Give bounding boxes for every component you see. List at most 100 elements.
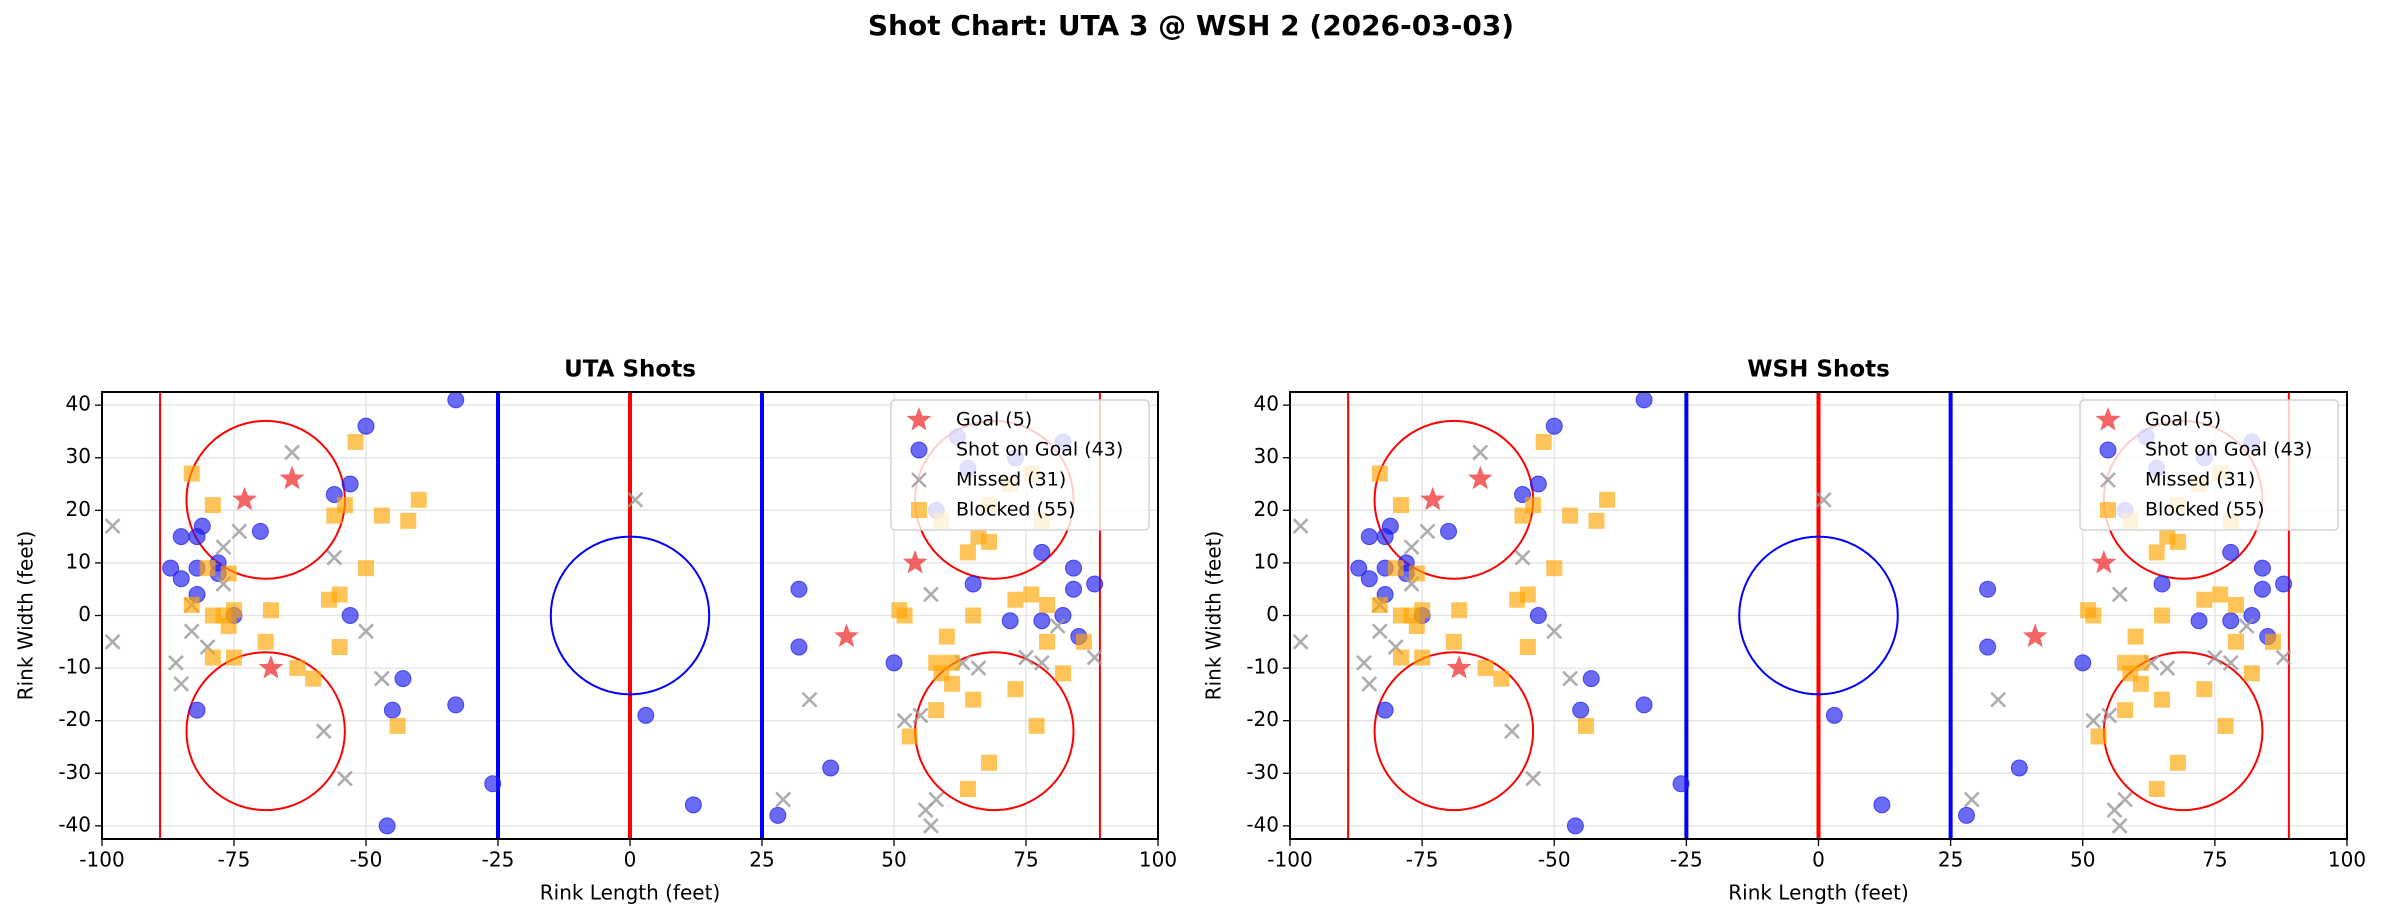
goal-marker xyxy=(1420,486,1446,511)
missed-marker xyxy=(2206,649,2223,666)
missed-marker xyxy=(627,491,644,508)
blocked-marker xyxy=(901,728,918,745)
shot-marker xyxy=(2010,759,2028,777)
legend-label: Goal (5) xyxy=(2145,409,2221,431)
blocked-marker xyxy=(1414,602,1431,619)
shot-marker xyxy=(2222,612,2240,630)
blocked-marker xyxy=(226,649,242,666)
axes-frame xyxy=(1289,391,2348,840)
y-tick-label: 10 xyxy=(66,549,91,573)
y-tick-label: -20 xyxy=(1246,707,1279,731)
missed-marker xyxy=(1963,791,1980,808)
missed-marker xyxy=(1371,623,1388,640)
legend: Goal (5) Shot on Goal (43) Missed (31) Bloc… xyxy=(890,399,1150,531)
missed-marker xyxy=(284,444,300,461)
subplot: UTA Shots-100 -75 -50 -25 0 25 50 75 100-40-30-2… xyxy=(14,357,1178,905)
shot-marker xyxy=(1033,543,1051,561)
y-tick-label: 30 xyxy=(66,444,91,468)
missed-marker xyxy=(2101,707,2118,724)
blocked-marker xyxy=(400,512,417,529)
figure-title: Shot Chart: UTA 3 @ WSH 2 (2026-03-03) xyxy=(868,9,1514,42)
x-tick-label: 50 xyxy=(2070,848,2095,872)
blocked-marker xyxy=(2196,681,2213,698)
blocked-marker xyxy=(2169,754,2186,771)
x-tick-label: -75 xyxy=(1406,848,1439,872)
blocked-marker xyxy=(1007,681,1024,698)
blocked-marker xyxy=(2154,607,2171,624)
blocked-marker xyxy=(981,533,998,550)
blocked-marker xyxy=(226,602,242,619)
missed-marker xyxy=(2222,654,2239,671)
missed-marker xyxy=(336,770,353,787)
goal-marker xyxy=(834,623,859,648)
goal-marker xyxy=(902,549,928,574)
shot-marker xyxy=(1054,607,1072,624)
shot-marker xyxy=(1529,475,1547,493)
shot-marker xyxy=(1672,775,1690,793)
missed-marker xyxy=(173,675,190,692)
shot-marker xyxy=(1350,559,1368,577)
missed-marker xyxy=(1361,675,1378,692)
shot-marker xyxy=(251,522,269,540)
missed-marker xyxy=(1086,649,1103,666)
shot-marker xyxy=(1529,607,1547,624)
x-tick-label: 0 xyxy=(624,848,637,872)
missed-marker xyxy=(896,712,913,729)
shot-marker xyxy=(447,391,465,409)
missed-marker xyxy=(104,518,121,535)
shot-marker xyxy=(1545,417,1563,435)
goal-marker xyxy=(279,465,305,490)
blocked-marker xyxy=(1371,596,1388,613)
x-tick-label: -25 xyxy=(1670,848,1703,872)
x-tick-label: -75 xyxy=(218,848,251,872)
legend-label: Missed (31) xyxy=(2145,469,2255,491)
missed-marker xyxy=(775,791,792,808)
legend-box xyxy=(2079,399,2339,531)
blocked-marker xyxy=(2154,691,2171,708)
missed-marker xyxy=(104,633,121,650)
shot-marker xyxy=(1957,806,1975,824)
blocked-marker xyxy=(1408,565,1425,582)
missed-marker xyxy=(923,817,939,834)
blocked-marker xyxy=(1408,618,1425,635)
goal-marker xyxy=(2095,407,2121,431)
shot-marker xyxy=(1873,796,1891,814)
blocked-marker xyxy=(2148,544,2165,561)
shot-marker xyxy=(394,670,412,688)
x-tick-label: 100 xyxy=(1139,848,1177,872)
legend-box xyxy=(890,399,1150,531)
blocked-marker xyxy=(1519,639,1536,656)
missed-marker xyxy=(911,472,927,488)
blocked-marker xyxy=(410,491,427,508)
shot-marker xyxy=(1979,638,1997,656)
shot-marker xyxy=(1635,391,1653,409)
shot-marker xyxy=(1566,817,1584,835)
subplot: WSH Shots-100 -75 -50 -25 0 25 50 75 100-40-30-2… xyxy=(1202,357,2367,905)
blocked-marker xyxy=(199,560,216,577)
faceoff-circle xyxy=(1373,651,1535,812)
legend-label: Goal (5) xyxy=(956,409,1032,431)
blocked-marker xyxy=(911,502,927,518)
blocked-marker xyxy=(1451,602,1468,619)
y-tick-label: -20 xyxy=(58,707,91,731)
goal-marker xyxy=(1446,655,1472,679)
shot-marker xyxy=(790,638,808,656)
shot-marker xyxy=(1360,528,1378,546)
blocked-marker xyxy=(204,497,221,514)
shot-marker xyxy=(1582,670,1600,688)
shot-marker xyxy=(910,441,928,459)
y-tick-label: 20 xyxy=(1254,497,1279,521)
blocked-marker xyxy=(1039,596,1056,613)
missed-marker xyxy=(2117,791,2133,808)
x-tick-label: 0 xyxy=(1812,848,1825,872)
blocked-marker xyxy=(1588,512,1605,529)
blocked-marker xyxy=(2228,633,2245,650)
missed-marker xyxy=(215,539,232,556)
blocked-marker xyxy=(944,654,961,671)
shot-marker xyxy=(341,607,359,624)
shot-marker xyxy=(1360,570,1378,588)
missed-marker xyxy=(183,623,200,640)
blocked-marker xyxy=(1599,491,1616,508)
